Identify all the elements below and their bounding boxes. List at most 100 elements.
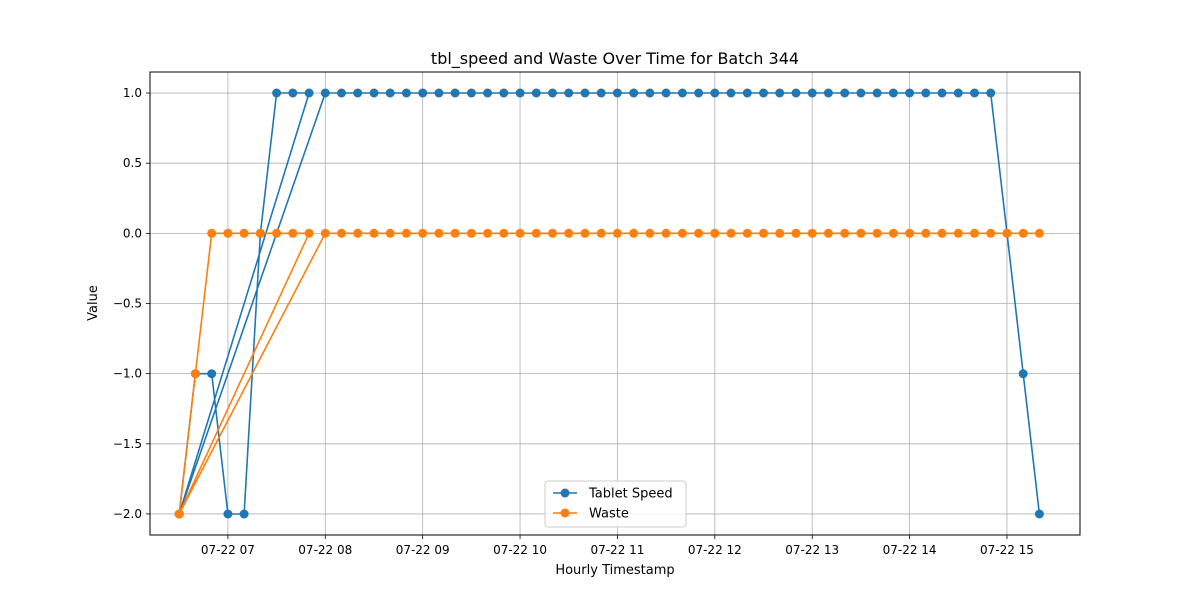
- data-point: [807, 228, 817, 238]
- data-point: [207, 369, 217, 379]
- data-point: [239, 228, 249, 238]
- data-point: [548, 88, 557, 98]
- data-point: [856, 228, 866, 238]
- plot-frame: [149, 71, 1081, 536]
- data-point: [677, 88, 687, 98]
- data-point: [548, 228, 557, 238]
- data-point: [596, 228, 606, 238]
- data-point: [694, 88, 704, 98]
- data-point: [353, 228, 363, 238]
- data-point: [840, 88, 850, 98]
- data-point: [1002, 228, 1012, 238]
- data-point: [937, 228, 947, 238]
- data-point: [742, 228, 752, 238]
- data-point: [369, 88, 379, 98]
- data-point: [872, 228, 882, 238]
- data-point: [596, 88, 606, 98]
- data-point: [856, 88, 866, 98]
- data-point: [629, 88, 639, 98]
- data-point: [418, 228, 428, 238]
- data-point: [677, 228, 687, 238]
- data-point: [337, 88, 346, 98]
- data-point: [255, 228, 265, 238]
- data-point: [888, 88, 898, 98]
- data-point: [823, 228, 833, 238]
- data-point: [775, 228, 785, 238]
- data-point: [174, 509, 184, 519]
- y-tick-label: −2.0: [113, 507, 142, 521]
- data-point: [612, 228, 622, 238]
- data-point: [986, 88, 996, 98]
- data-point: [759, 228, 768, 238]
- x-tick-label: 07-22 07: [201, 543, 255, 557]
- x-tick-label: 07-22 13: [785, 543, 839, 557]
- data-point: [369, 228, 379, 238]
- data-point: [190, 369, 200, 379]
- plot-area: 07-22 07 07-22 08 07-22 09 07-22 10 07-22 11…: [113, 71, 1081, 557]
- data-point: [223, 228, 233, 238]
- x-tick-label: 07-22 09: [396, 543, 450, 557]
- data-point: [304, 88, 314, 98]
- data-point: [661, 88, 671, 98]
- data-point: [320, 228, 330, 238]
- x-tick-label: 07-22 14: [883, 543, 937, 557]
- x-tick-label: 07-22 10: [493, 543, 547, 557]
- data-point: [434, 228, 444, 238]
- data-point: [531, 228, 541, 238]
- data-point: [872, 88, 882, 98]
- data-point: [223, 509, 233, 519]
- data-point: [726, 88, 736, 98]
- data-point: [385, 88, 395, 98]
- data-point: [272, 228, 282, 238]
- data-point: [791, 88, 801, 98]
- data-point: [1018, 369, 1028, 379]
- data-point: [385, 228, 395, 238]
- data-point: [710, 88, 720, 98]
- data-point: [564, 228, 574, 238]
- data-point: [288, 88, 298, 98]
- data-point: [483, 88, 493, 98]
- data-point: [337, 228, 346, 238]
- x-tick-label: 07-22 08: [298, 543, 352, 557]
- data-point: [970, 88, 979, 98]
- data-point: [710, 228, 720, 238]
- data-point: [1034, 228, 1044, 238]
- legend-label: Waste: [589, 507, 629, 522]
- data-point: [742, 88, 752, 98]
- y-tick-label: 0.0: [123, 226, 142, 240]
- data-point: [515, 228, 525, 238]
- x-tick-label: 07-22 15: [980, 543, 1034, 557]
- data-point: [905, 88, 915, 98]
- legend-swatch-marker: [560, 488, 570, 498]
- data-point: [450, 88, 460, 98]
- data-point: [759, 88, 768, 98]
- data-point: [580, 88, 590, 98]
- data-point: [986, 228, 996, 238]
- data-point: [401, 228, 411, 238]
- data-point: [515, 88, 525, 98]
- data-point: [564, 88, 574, 98]
- data-point: [905, 228, 915, 238]
- chart-title: tbl_speed and Waste Over Time for Batch …: [431, 49, 799, 69]
- data-point: [823, 88, 833, 98]
- data-point: [629, 228, 639, 238]
- data-point: [791, 228, 801, 238]
- data-point: [499, 88, 509, 98]
- data-point: [645, 228, 655, 238]
- y-tick-label: 0.5: [123, 156, 142, 170]
- data-point: [612, 88, 622, 98]
- data-point: [953, 228, 963, 238]
- data-point: [288, 228, 298, 238]
- data-point: [645, 88, 655, 98]
- data-point: [1018, 228, 1028, 238]
- y-tick-label: −0.5: [113, 297, 142, 311]
- data-point: [921, 228, 931, 238]
- data-point: [840, 228, 850, 238]
- x-tick-label: 07-22 12: [688, 543, 742, 557]
- y-tick-label: −1.5: [113, 437, 142, 451]
- data-point: [726, 228, 736, 238]
- data-point: [775, 88, 785, 98]
- data-point: [207, 228, 217, 238]
- data-point: [921, 88, 931, 98]
- data-point: [304, 228, 314, 238]
